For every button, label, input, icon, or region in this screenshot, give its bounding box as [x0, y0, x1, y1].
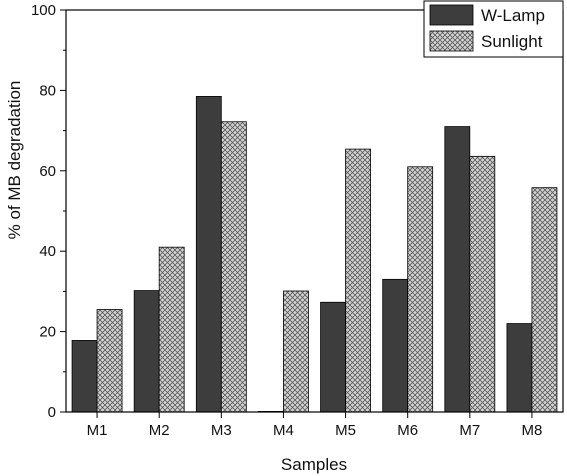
- legend-swatch-w-lamp: [429, 4, 474, 26]
- legend-swatch-sunlight: [429, 30, 474, 52]
- bar-w-lamp-m5: [320, 301, 346, 413]
- bars-layer: [71, 96, 558, 413]
- bar-sunlight-m4: [283, 290, 309, 413]
- x-axis: M1 M2 M3 M4 M5 M6 M7 M8: [87, 412, 543, 439]
- x-tick-label: M8: [522, 422, 543, 439]
- bar-sunlight-m5: [345, 148, 371, 413]
- x-tick-label: M1: [87, 422, 108, 439]
- x-tick-label: M5: [335, 422, 356, 439]
- x-tick-label: M6: [397, 422, 418, 439]
- bar-w-lamp-m8: [506, 323, 533, 413]
- bar-sunlight-m6: [407, 166, 434, 413]
- y-axis-title: % of MB degradation: [5, 81, 24, 240]
- bar-w-lamp-m2: [133, 290, 160, 413]
- y-axis: 0 20 40 60 80 100: [31, 2, 66, 421]
- legend-label-sunlight: Sunlight: [481, 32, 543, 51]
- bar-sunlight-m3: [220, 121, 247, 413]
- x-tick-label: M3: [211, 422, 232, 439]
- x-tick-label: M7: [459, 422, 480, 439]
- legend: W-Lamp Sunlight: [423, 0, 564, 58]
- y-tick-label: 60: [39, 163, 56, 180]
- bar-sunlight-m7: [469, 155, 496, 413]
- x-tick-label: M4: [273, 422, 294, 439]
- bar-w-lamp-m3: [195, 96, 222, 413]
- legend-label-w-lamp: W-Lamp: [481, 6, 545, 25]
- y-tick-label: 0: [48, 404, 56, 421]
- bar-sunlight-m1: [96, 309, 123, 413]
- bar-w-lamp-m7: [444, 126, 471, 413]
- y-tick-label: 40: [39, 243, 56, 260]
- y-tick-label: 100: [31, 2, 56, 19]
- y-tick-label: 20: [39, 324, 56, 341]
- x-axis-title: Samples: [281, 455, 347, 474]
- y-tick-label: 80: [39, 82, 56, 99]
- bar-sunlight-m2: [158, 246, 185, 413]
- bar-sunlight-m8: [531, 187, 558, 413]
- bar-w-lamp-m6: [382, 278, 409, 413]
- bar-w-lamp-m1: [71, 340, 98, 413]
- x-tick-label: M2: [149, 422, 170, 439]
